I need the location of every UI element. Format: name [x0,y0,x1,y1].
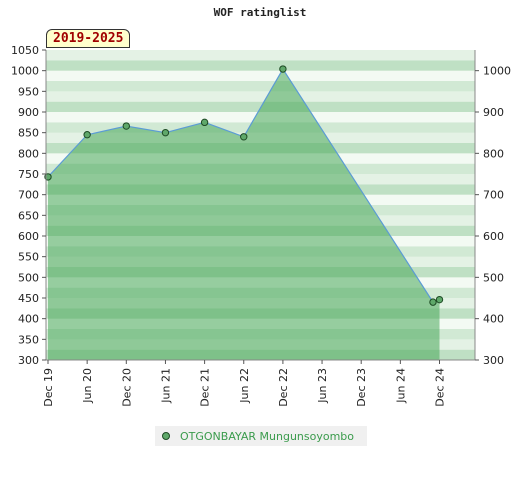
grid-band [46,50,475,61]
x-tick-label: Jun 20 [81,368,94,404]
x-tick-label: Dec 24 [434,368,447,407]
period-badge: 2019-2025 [46,29,131,48]
y-tick-label-left: 700 [18,189,39,202]
rating-area [48,69,440,360]
axes-layer: 300 350 400 450 500 550 600 650 700 750 800 850 900 9… [11,44,511,407]
data-point [161,128,170,137]
y-tick-label-right: 1000 [483,65,511,78]
x-tick-label: Jun 24 [394,368,407,404]
chart-title: WOF ratinglist [213,6,307,19]
legend-marker [162,432,170,440]
y-tick-label-left: 750 [18,168,39,181]
data-point [122,122,131,130]
legend[interactable]: OTGONBAYAR Mungunsoyombo [155,426,367,446]
x-tick-label: Jun 22 [238,368,251,404]
y-tick-label-right: 300 [483,354,504,367]
y-tick-label-left: 950 [18,85,39,98]
legend-label: OTGONBAYAR Mungunsoyombo [180,429,355,443]
x-tick-label: Dec 21 [199,368,212,407]
y-tick-label-left: 500 [18,271,39,284]
x-tick-label: Dec 22 [277,368,290,407]
y-tick-label-left: 350 [18,333,39,346]
y-tick-label-left: 450 [18,292,39,305]
x-tick-label: Dec 23 [355,368,368,407]
data-point [240,133,248,141]
y-tick-label-left: 800 [18,147,39,160]
grid-band [46,70,475,81]
y-tick-label-left: 300 [18,354,39,367]
data-point [279,65,287,73]
y-tick-label-left: 550 [18,251,39,264]
data-point [200,118,209,127]
data-point [83,131,91,139]
y-tick-label-right: 800 [483,147,504,160]
y-tick-label-left: 600 [18,230,39,243]
x-tick-label: Dec 20 [120,368,133,407]
x-tick-label: Dec 19 [42,368,55,407]
data-point [435,295,444,304]
y-tick-label-right: 400 [483,313,504,326]
data-point [429,298,437,306]
y-tick-label-left: 1000 [11,65,39,78]
y-tick-label-left: 1050 [11,44,39,57]
y-tick-label-right: 900 [483,106,504,119]
y-tick-label-left: 650 [18,209,39,222]
y-tick-label-right: 500 [483,271,504,284]
x-tick-label: Jun 23 [316,368,329,404]
y-tick-label-right: 600 [483,230,504,243]
grid-band [46,91,475,102]
y-tick-label-right: 700 [483,189,504,202]
grid-band [46,60,475,71]
grid-band [46,81,475,92]
y-tick-label-left: 850 [18,127,39,140]
y-tick-label-left: 400 [18,313,39,326]
y-tick-label-left: 900 [18,106,39,119]
x-tick-label: Jun 21 [159,368,172,404]
